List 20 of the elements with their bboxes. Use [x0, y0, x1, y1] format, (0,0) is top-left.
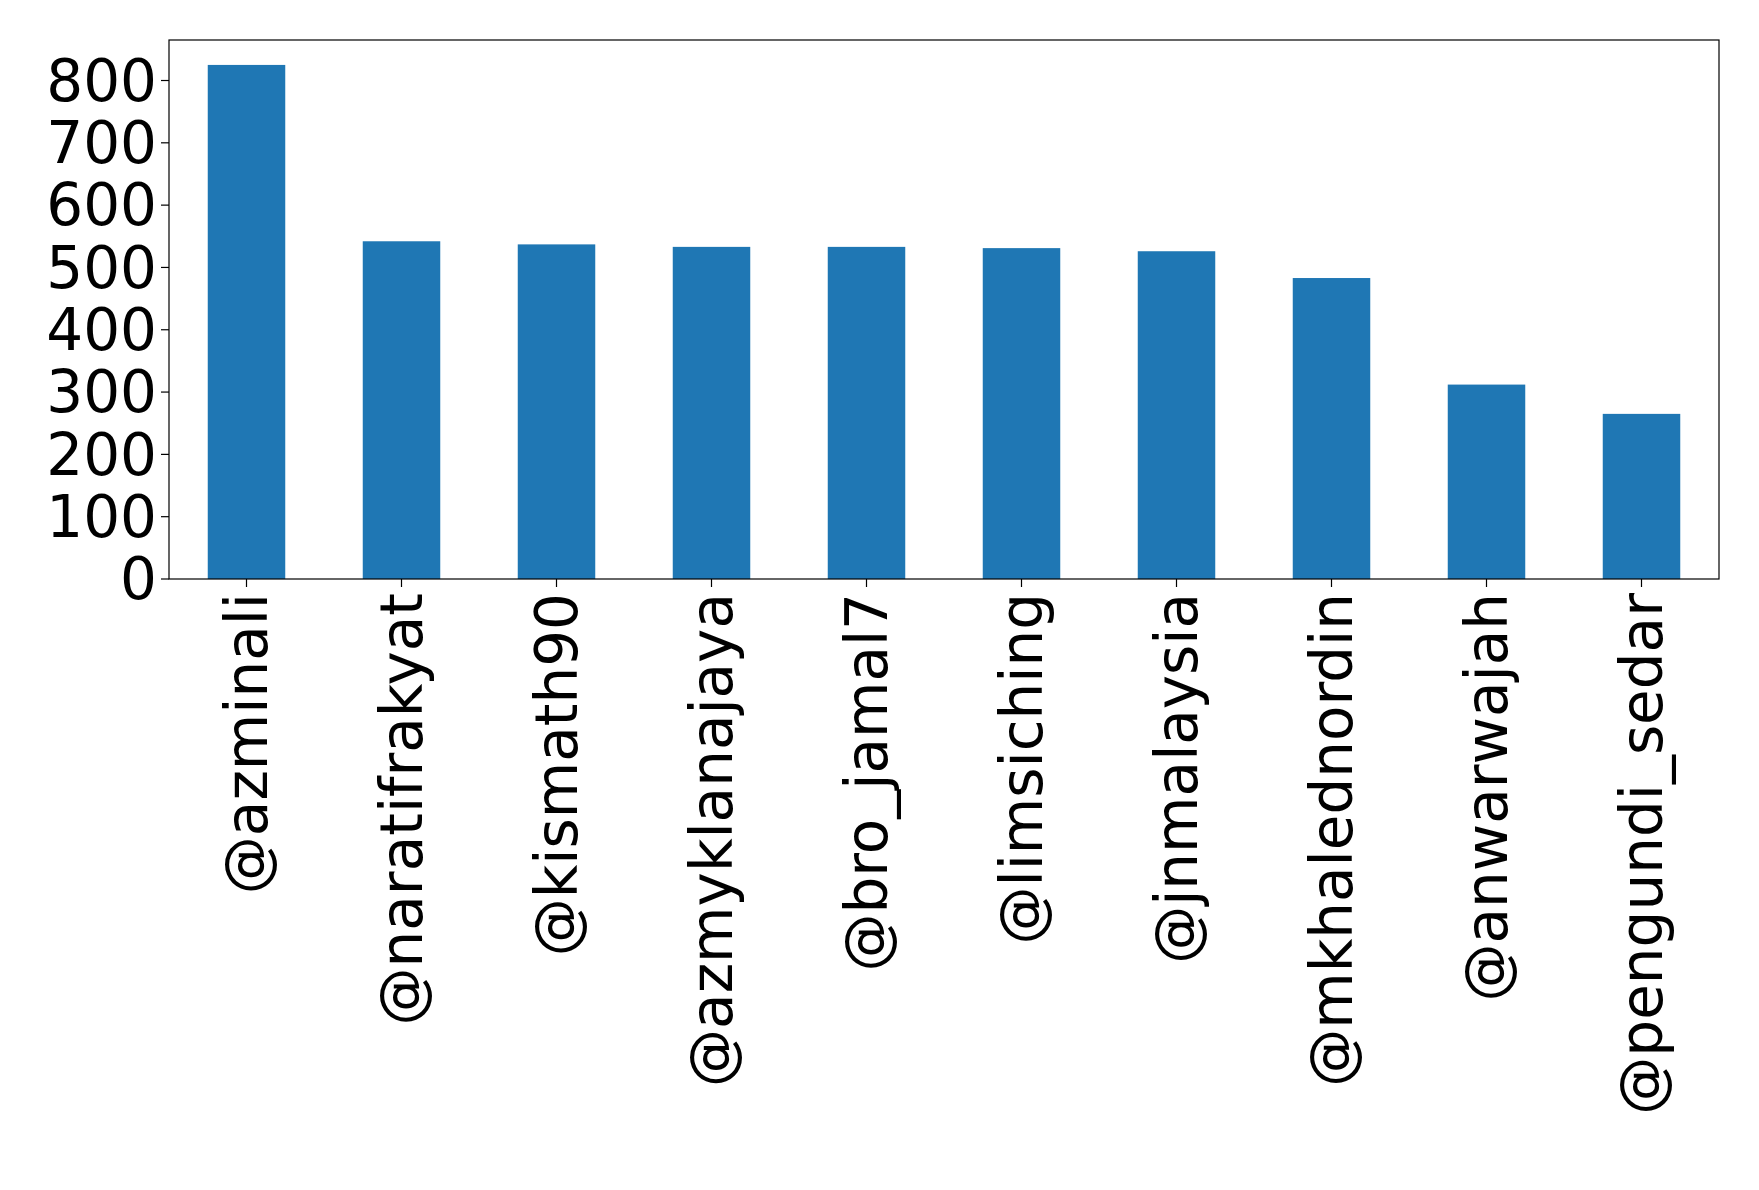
x-tick-label: @bro_jamal7: [832, 593, 901, 972]
bar: [207, 64, 286, 579]
bar: [672, 246, 751, 579]
x-tick-label: @azmyklanajaya: [677, 593, 746, 1087]
x-tick-label: @pengundi_sedar: [1607, 592, 1676, 1115]
x-tick-label: @jnmalaysia: [1142, 593, 1211, 964]
bar: [517, 244, 596, 579]
x-tick-label: @kismath90: [522, 593, 591, 957]
bar: [1292, 278, 1371, 579]
bar: [1137, 251, 1216, 579]
x-tick-label: @mkhalednordin: [1297, 593, 1366, 1087]
x-tick-label: @limsiching: [987, 593, 1056, 945]
bar: [1602, 413, 1681, 579]
bar: [362, 241, 441, 579]
bar: [982, 248, 1061, 579]
x-tick-label: @azminali: [212, 593, 281, 895]
x-tick-label: @naratifrakyat: [367, 593, 436, 1026]
bar: [827, 246, 906, 579]
x-tick-label: @anwarwajah: [1452, 593, 1521, 1002]
bar: [1447, 384, 1526, 579]
